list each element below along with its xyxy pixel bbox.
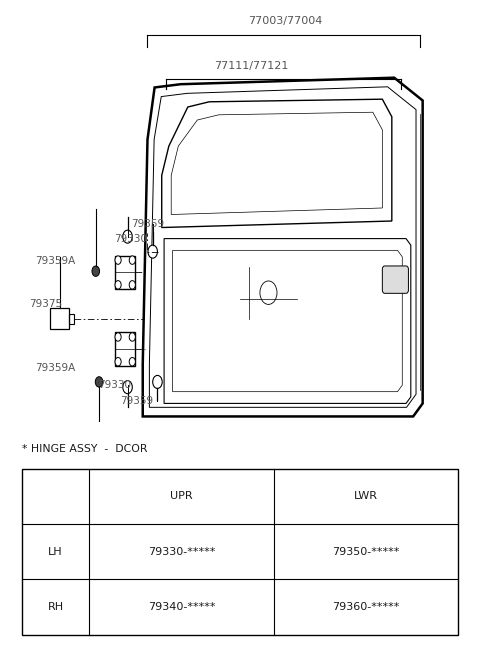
- Text: 79359: 79359: [131, 219, 164, 229]
- Circle shape: [148, 245, 157, 258]
- Circle shape: [96, 376, 103, 387]
- Circle shape: [115, 357, 121, 366]
- Bar: [22, 468, 458, 635]
- Text: * HINGE ASSY  -  DCOR: * HINGE ASSY - DCOR: [22, 443, 147, 453]
- Text: 77111/77121: 77111/77121: [214, 61, 288, 71]
- Text: 79359A: 79359A: [35, 363, 75, 373]
- Circle shape: [153, 375, 162, 388]
- Text: 79330: 79330: [97, 380, 131, 390]
- Text: 79359: 79359: [120, 396, 154, 407]
- Text: 79330-*****: 79330-*****: [148, 547, 216, 556]
- Bar: [50, 308, 69, 329]
- Text: 77003/77004: 77003/77004: [248, 16, 322, 26]
- Circle shape: [92, 266, 99, 277]
- Text: 79359A: 79359A: [35, 256, 75, 265]
- Text: LH: LH: [48, 547, 63, 556]
- Circle shape: [129, 281, 135, 289]
- Circle shape: [129, 332, 135, 341]
- FancyBboxPatch shape: [383, 266, 408, 293]
- Bar: [69, 313, 74, 324]
- Bar: [115, 256, 135, 290]
- Text: 79350-*****: 79350-*****: [333, 547, 400, 556]
- Circle shape: [123, 380, 132, 394]
- Text: LWR: LWR: [354, 491, 378, 501]
- Text: UPR: UPR: [170, 491, 193, 501]
- Bar: [115, 332, 135, 367]
- Text: 79360-*****: 79360-*****: [333, 602, 400, 612]
- Circle shape: [115, 281, 121, 289]
- Text: 79375: 79375: [29, 299, 62, 309]
- Circle shape: [123, 230, 132, 243]
- Circle shape: [115, 332, 121, 341]
- Circle shape: [129, 256, 135, 264]
- Circle shape: [115, 256, 121, 264]
- Text: 79330: 79330: [114, 234, 147, 244]
- Circle shape: [129, 357, 135, 366]
- Text: 79340-*****: 79340-*****: [148, 602, 216, 612]
- Text: RH: RH: [48, 602, 64, 612]
